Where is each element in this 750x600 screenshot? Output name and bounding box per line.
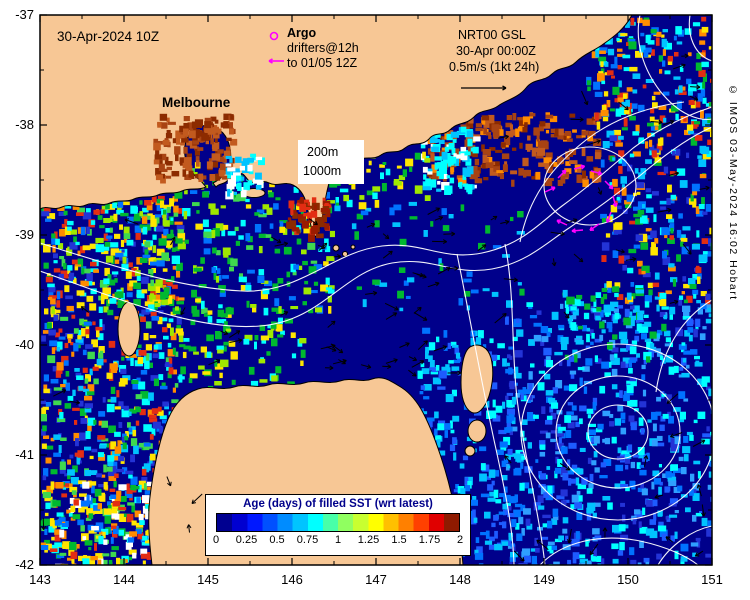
colorbar-tick-label: 1.5 xyxy=(391,534,407,546)
x-tick-label: 148 xyxy=(449,572,471,587)
colorbar-tick-label: 1.25 xyxy=(357,534,380,546)
y-tick-label: -39 xyxy=(15,227,34,242)
x-tick-label: 149 xyxy=(533,572,555,587)
x-tick-label: 146 xyxy=(281,572,303,587)
argo-float-icon xyxy=(269,31,279,41)
land-cape-barren-island xyxy=(467,419,487,443)
land-islet xyxy=(332,244,340,252)
velocity-scale-arrow xyxy=(461,85,507,91)
y-tick-label: -40 xyxy=(15,337,34,352)
colorbar-tick-label: 0.75 xyxy=(296,534,319,546)
colorbar-tick-label: 0.25 xyxy=(235,534,258,546)
colorbar-tick-label: 1.75 xyxy=(418,534,441,546)
legend-icons xyxy=(268,31,507,91)
colorbar-gradient xyxy=(216,513,460,532)
land-king-island xyxy=(117,301,141,357)
axes-layer: 143 144 145 146 147 148 149 150 151 -37 -38 -39 -40 -… xyxy=(15,7,723,587)
land-victoria xyxy=(40,15,633,238)
y-tick-label: -38 xyxy=(15,117,34,132)
x-tick-label: 145 xyxy=(197,572,219,587)
y-tick-label: -41 xyxy=(15,447,34,462)
y-tick-label: -37 xyxy=(15,7,34,22)
colorbar-tick-labels: 0 0.25 0.5 0.75 1 1.25 1.5 1.75 2 xyxy=(212,534,464,549)
argo-drifters xyxy=(544,164,618,234)
colorbar-tick-label: 0.5 xyxy=(269,534,285,546)
colorbar-tick-label: 1 xyxy=(334,534,342,546)
land-islet xyxy=(350,244,356,250)
x-tick-label: 150 xyxy=(617,572,639,587)
x-tick-label: 143 xyxy=(29,572,51,587)
colorbar-tick-label: 2 xyxy=(456,534,464,546)
colorbar-tick-label: 0 xyxy=(212,534,220,546)
contour-lines xyxy=(40,15,712,565)
colorbar-title: Age (days) of filled SST (wrt latest) xyxy=(243,498,433,510)
depth-label-box xyxy=(298,140,364,184)
land-clarke-island xyxy=(464,445,476,457)
x-tick-label: 147 xyxy=(365,572,387,587)
drifter-arrow-icon xyxy=(268,58,284,64)
y-tick-label: -42 xyxy=(15,557,34,572)
x-tick-label: 151 xyxy=(701,572,723,587)
x-tick-label: 144 xyxy=(113,572,135,587)
sst-age-coastal-pixels xyxy=(153,113,332,242)
current-vectors xyxy=(41,53,710,562)
